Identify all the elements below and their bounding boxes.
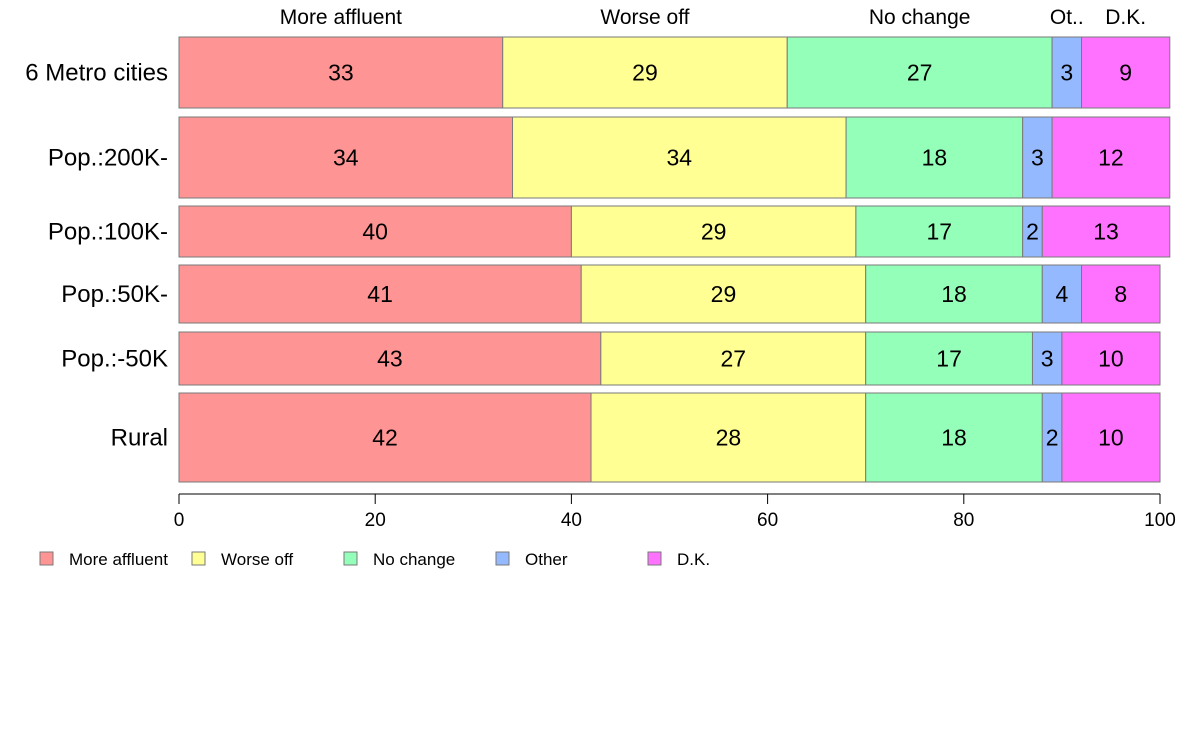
legend-swatch [343, 551, 358, 566]
bar-segment [865, 264, 1043, 324]
data-label: 2 [1046, 425, 1059, 451]
data-label: 3 [1060, 60, 1073, 86]
bar-segment [178, 392, 592, 483]
data-label: 3 [1041, 346, 1054, 372]
bar-segment [512, 116, 847, 199]
legend-label: Worse off [221, 550, 293, 569]
data-label: 29 [701, 219, 727, 245]
bar-segment [786, 36, 1053, 109]
data-label: 27 [720, 346, 746, 372]
bar-segment [178, 116, 514, 199]
legend-swatch [495, 551, 510, 566]
top-label: Worse off [600, 6, 689, 29]
data-label: 40 [362, 219, 388, 245]
bar-segment [845, 116, 1024, 199]
data-label: 18 [941, 281, 967, 307]
bar-segment [570, 205, 857, 258]
x-tick-label: 60 [757, 510, 778, 531]
x-tick-label: 20 [365, 510, 386, 531]
category-label: Rural [111, 425, 168, 452]
data-label: 10 [1098, 346, 1124, 372]
legend-label: Other [525, 550, 568, 569]
x-tick-label: 100 [1144, 510, 1176, 531]
data-label: 12 [1098, 145, 1124, 171]
category-label: Pop.:200K- [48, 145, 168, 172]
category-label: Pop.:-50K [61, 346, 168, 373]
legend-swatch [39, 551, 54, 566]
legend: More affluent Worse off No change Other D.K. [39, 550, 710, 569]
data-label: 4 [1056, 281, 1069, 307]
legend-label: More affluent [69, 550, 168, 569]
data-label: 9 [1119, 60, 1132, 86]
data-label: 29 [711, 281, 737, 307]
data-label: 28 [716, 425, 742, 451]
bar-segment [1081, 264, 1161, 324]
data-label: 18 [922, 145, 948, 171]
data-label: 2 [1026, 219, 1039, 245]
data-label: 42 [372, 425, 398, 451]
data-label: 17 [926, 219, 952, 245]
legend-label: No change [373, 550, 455, 569]
bar-segment [1041, 205, 1171, 258]
data-label: 10 [1098, 425, 1124, 451]
bar-segment [600, 331, 867, 386]
data-label: 8 [1114, 281, 1127, 307]
bar-segment [1061, 392, 1161, 483]
data-label: 13 [1093, 219, 1119, 245]
top-label: Ot.. [1050, 6, 1084, 29]
bar-segment [1022, 116, 1053, 199]
category-labels: 6 Metro cities Pop.:200K- Pop.:100K- Pop.:5… [25, 60, 168, 452]
bar-segment [178, 36, 504, 109]
x-axis: 0 20 40 60 80 100 [174, 493, 1176, 531]
x-tick-label: 40 [561, 510, 582, 531]
bar-segment [855, 205, 1024, 258]
bars: 33 29 27 3 9 34 34 18 3 12 40 29 17 2 13 41 29 18 4 8 43 27 17… [178, 36, 1171, 483]
data-label: 29 [632, 60, 658, 86]
bar-segment [502, 36, 788, 109]
data-label: 43 [377, 346, 403, 372]
bar-segment [1031, 331, 1063, 386]
top-labels: More affluent Worse off No change Ot.. D.K. [280, 6, 1146, 29]
bar-segment [178, 331, 602, 386]
bar-segment [1081, 36, 1171, 109]
data-label: 34 [333, 145, 359, 171]
bar-segment [178, 264, 582, 324]
data-label: 33 [328, 60, 354, 86]
bar-segment [1061, 331, 1161, 386]
bar-segment [1051, 116, 1171, 199]
bar-segment [1041, 264, 1083, 324]
bar-segment [865, 331, 1033, 386]
bar-segment [580, 264, 867, 324]
category-label: 6 Metro cities [25, 60, 168, 87]
x-tick-label: 80 [953, 510, 974, 531]
data-label: 3 [1031, 145, 1044, 171]
data-label: 17 [936, 346, 962, 372]
top-label: D.K. [1105, 6, 1146, 29]
legend-label: D.K. [677, 550, 710, 569]
x-tick-label: 0 [174, 510, 185, 531]
top-label: More affluent [280, 6, 402, 29]
data-label: 18 [941, 425, 967, 451]
bar-segment [590, 392, 867, 483]
legend-swatch [191, 551, 206, 566]
top-label: No change [869, 6, 971, 29]
data-label: 34 [667, 145, 693, 171]
data-label: 41 [367, 281, 393, 307]
legend-swatch [647, 551, 662, 566]
category-label: Pop.:100K- [48, 219, 168, 246]
data-label: 27 [907, 60, 933, 86]
category-label: Pop.:50K- [61, 281, 168, 308]
